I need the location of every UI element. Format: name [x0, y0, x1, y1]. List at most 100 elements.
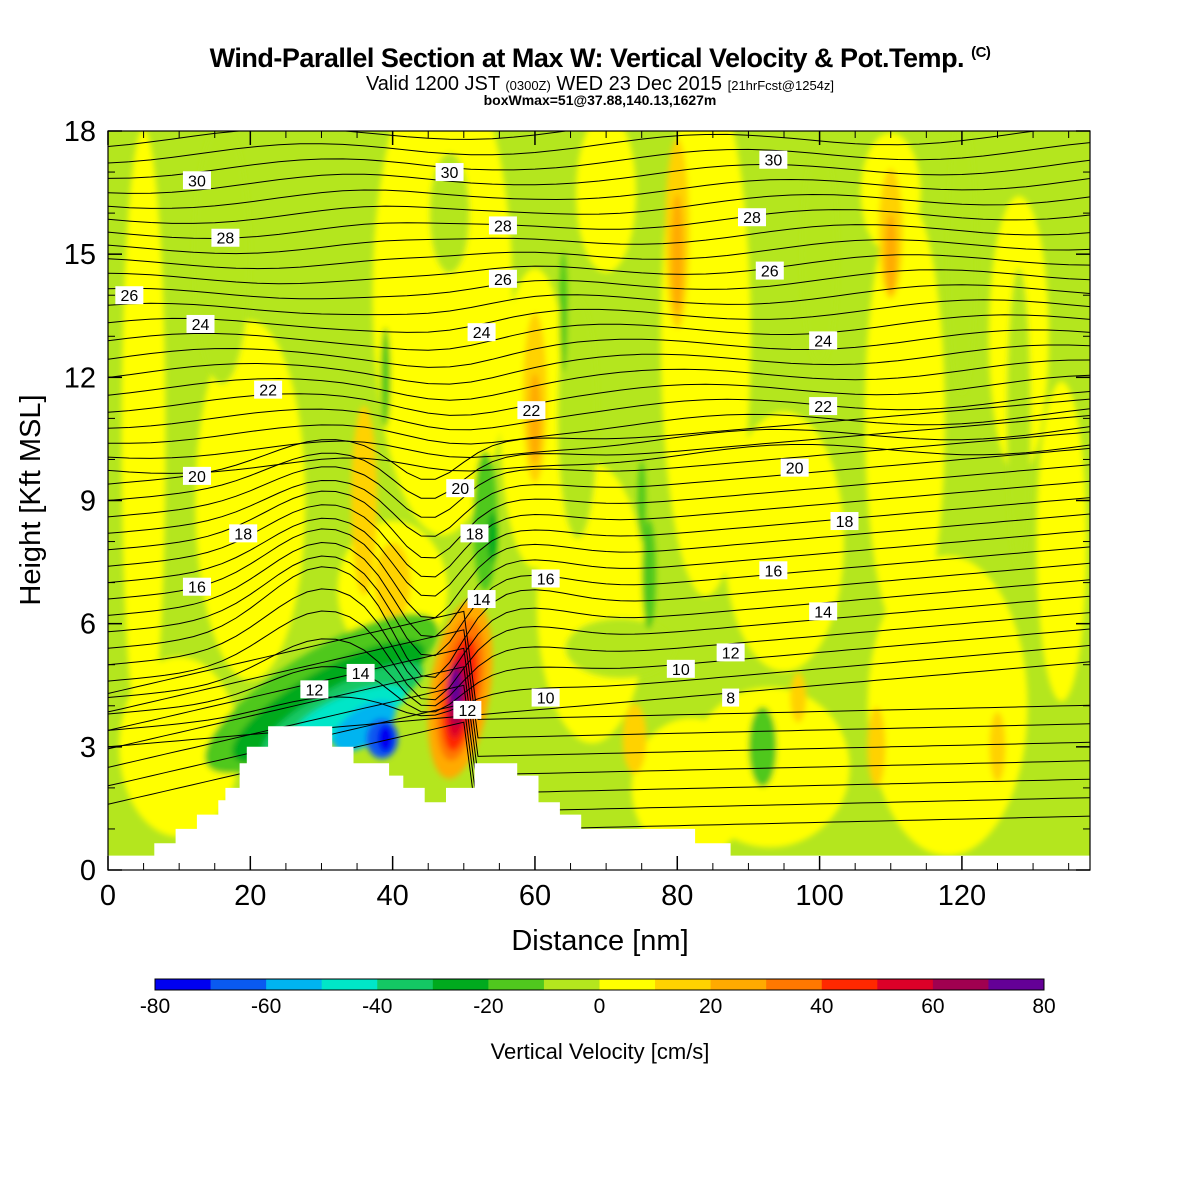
x-tick-label: 40: [377, 880, 409, 912]
theta-contour: [108, 546, 1090, 657]
weak-updraft: [790, 672, 807, 723]
theta-contour: [108, 299, 1090, 333]
theta-contour: [108, 314, 1090, 351]
theta-label-text: 16: [188, 580, 206, 597]
theta-label-text: 14: [473, 592, 491, 609]
forecast-info: [21hrFcst@1254z]: [727, 78, 835, 93]
theta-label-text: 24: [814, 333, 832, 350]
theta-label-box: [755, 261, 784, 280]
theta-label-box: [467, 323, 496, 342]
valid-utc: (0300Z): [505, 78, 551, 93]
terrain-mask: [108, 726, 1090, 870]
theta-label-box: [666, 659, 695, 678]
theta-contour: [108, 628, 1090, 715]
theta-label-box: [115, 286, 144, 305]
theta-label-box: [809, 331, 838, 350]
theta-label: 26: [115, 286, 144, 305]
theta-label-text: 30: [441, 165, 459, 182]
theta-label-text: 28: [217, 231, 235, 248]
theta-label: 16: [531, 569, 560, 589]
colorbar-label: Vertical Velocity [cm/s]: [491, 1039, 710, 1064]
theta-label: 10: [531, 688, 560, 708]
colorbar-swatch: [543, 979, 600, 990]
theta-label-box: [453, 700, 482, 719]
theta-label-text: 22: [259, 383, 277, 400]
colorbar-tick-label: 60: [921, 995, 944, 1018]
theta-label: 24: [186, 314, 215, 334]
theta-label: 30: [435, 163, 464, 182]
theta-label-box: [229, 524, 258, 543]
theta-label-text: 14: [814, 604, 832, 621]
theta-contour: [108, 284, 1090, 316]
colorbar-swatch: [988, 979, 1045, 990]
theta-label-text: 24: [473, 325, 491, 342]
copyright-mark: (C): [971, 44, 991, 61]
colorbar-tick-label: -40: [362, 995, 392, 1018]
y-tick-label: 15: [64, 239, 96, 271]
weak-descent-band: [947, 131, 976, 395]
y-tick-label: 18: [64, 116, 96, 148]
colorbar-swatch: [766, 979, 823, 990]
theta-label: 26: [488, 269, 517, 289]
colorbar-tick-label: -80: [140, 995, 170, 1018]
colorbar-tick-label: -20: [473, 995, 503, 1018]
weak-updraft: [351, 405, 378, 596]
theta-label: 14: [467, 590, 496, 609]
theta-contour: [108, 612, 1090, 707]
x-axis-label: Distance [nm]: [511, 925, 688, 957]
colorbar-tick-label: 0: [594, 995, 606, 1018]
y-tick-label: 12: [64, 362, 96, 394]
theta-label-box: [186, 314, 215, 333]
theta-label: 28: [211, 228, 240, 248]
box-info: boxWmax=51@37.88,140.13,1627m: [483, 92, 717, 108]
theta-contour: [108, 644, 1090, 731]
theta-label-text: 16: [764, 563, 782, 580]
x-tick-label: 20: [234, 880, 266, 912]
downdraft-streak: [559, 251, 568, 372]
x-tick-label: 80: [661, 880, 693, 912]
theta-contour: [108, 447, 1090, 537]
theta-contour: [108, 254, 1090, 285]
theta-label-text: 16: [537, 572, 555, 589]
neutral-band: [867, 555, 1028, 856]
updraft-core: [884, 214, 897, 295]
theta-label-box: [716, 643, 745, 662]
theta-label-text: 28: [494, 218, 512, 235]
theta-label: 10: [666, 659, 695, 679]
theta-contour: [108, 398, 1090, 485]
colorbar-swatch: [821, 979, 878, 990]
theta-contour: [108, 131, 1040, 164]
valid-time: Valid 1200 JST: [365, 73, 500, 95]
y-tick-label: 0: [80, 855, 96, 887]
theta-label-box: [531, 688, 560, 707]
theta-contour: [108, 513, 1090, 619]
theta-contour: [108, 159, 1090, 194]
colorbar-swatch: [377, 979, 434, 990]
theta-label-text: 12: [305, 682, 323, 699]
theta-label-text: 20: [451, 481, 469, 498]
theta-label-box: [467, 590, 496, 609]
theta-label: 30: [182, 171, 211, 190]
theta-contour: [108, 480, 1090, 578]
y-tick-label: 3: [80, 732, 96, 764]
theta-label-box: [182, 577, 211, 596]
theta-label-box: [460, 524, 489, 543]
chart-title: Wind-Parallel Section at Max W: Vertical…: [0, 43, 1200, 74]
downdraft-core: [487, 512, 498, 563]
theta-contour: [108, 595, 1090, 701]
theta-label-box: [300, 680, 329, 699]
theta-label: 12: [300, 680, 329, 699]
theta-label-box: [759, 150, 788, 169]
theta-contour: [108, 224, 1090, 255]
theta-contour: [108, 530, 1090, 638]
theta-label-box: [346, 663, 375, 682]
theta-contour: [108, 426, 1090, 459]
theta-label-box: [737, 208, 766, 227]
title-text: Wind-Parallel Section at Max W: Vertical…: [209, 43, 965, 73]
theta-label-box: [182, 466, 211, 485]
theta-label-text: 22: [523, 403, 541, 420]
y-tick-label: 9: [80, 486, 96, 518]
theta-label-box: [488, 216, 517, 235]
theta-label-text: 20: [786, 461, 804, 478]
theta-label-text: 30: [764, 153, 782, 170]
